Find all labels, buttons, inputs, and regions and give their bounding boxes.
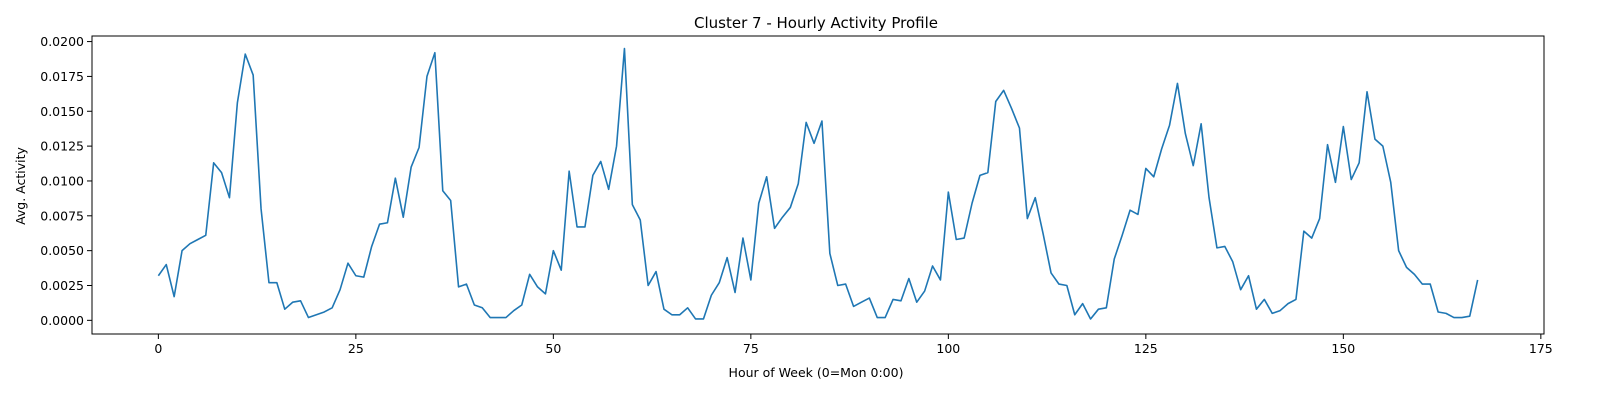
y-tick-label: 0.0025 xyxy=(40,278,84,293)
chart-title: Cluster 7 - Hourly Activity Profile xyxy=(694,14,938,32)
y-tick-label: 0.0125 xyxy=(40,139,84,154)
series-line-0 xyxy=(157,47,1479,320)
x-tick-label: 100 xyxy=(936,341,960,356)
y-tick-label: 0.0200 xyxy=(40,34,84,49)
x-tick-label: 0 xyxy=(154,341,162,356)
x-tick-label: 150 xyxy=(1331,341,1355,356)
y-tick-label: 0.0175 xyxy=(40,69,84,84)
plot-frame xyxy=(91,35,1545,335)
y-axis-ticks: 0.0000 0.0025 0.0050 0.0075 0.0100 0.0125 0.01… xyxy=(40,34,92,328)
x-axis-label: Hour of Week (0=Mon 0:00) xyxy=(729,365,904,380)
y-tick-label: 0.0050 xyxy=(40,243,84,258)
plot-area xyxy=(91,35,1545,335)
x-tick-label: 125 xyxy=(1134,341,1158,356)
y-axis-label: Avg. Activity xyxy=(13,146,28,224)
y-tick-label: 0.0000 xyxy=(40,313,84,328)
x-tick-label: 25 xyxy=(348,341,364,356)
x-tick-label: 75 xyxy=(743,341,759,356)
x-tick-label: 50 xyxy=(545,341,561,356)
y-tick-label: 0.0150 xyxy=(40,104,84,119)
x-axis-ticks: 0 25 50 75 100 125 150 175 xyxy=(154,334,1553,356)
y-tick-label: 0.0100 xyxy=(40,173,84,188)
x-tick-label: 175 xyxy=(1529,341,1553,356)
y-tick-label: 0.0075 xyxy=(40,208,84,223)
